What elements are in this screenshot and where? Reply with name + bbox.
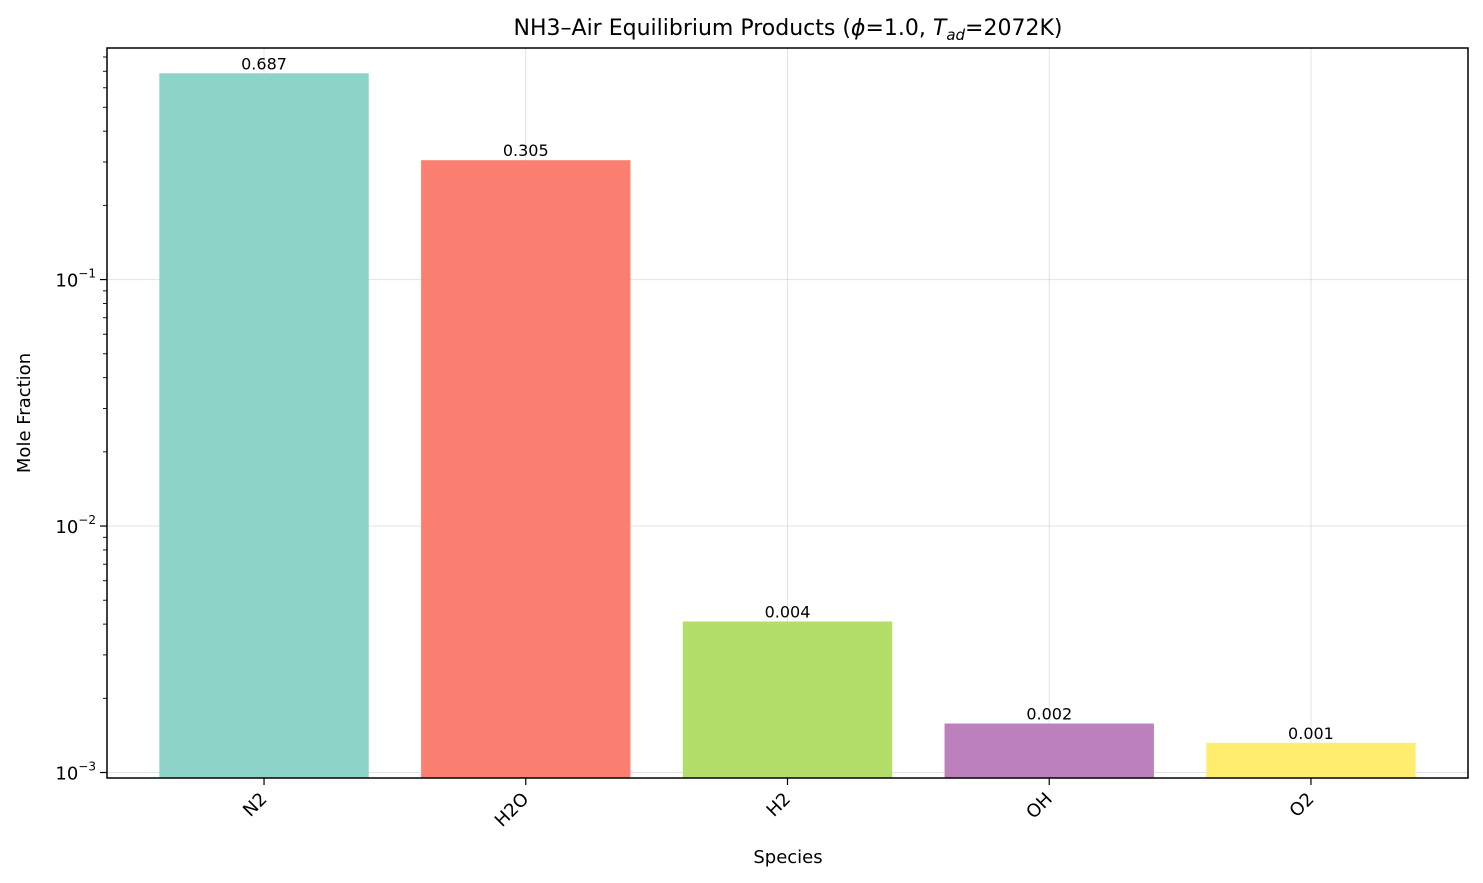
y-tick-label: 10−3 (55, 760, 96, 785)
x-tick-label-h2o: H2O (491, 789, 534, 832)
title-tad-subscript: ad (946, 26, 965, 44)
data-label-h2: 0.004 (765, 602, 811, 621)
x-axis-label: Species (753, 847, 822, 868)
x-tick-label-o2: O2 (1286, 789, 1319, 822)
bars (159, 73, 1416, 779)
x-tick-label-n2: N2 (239, 789, 271, 821)
title-tad-symbol: T (933, 16, 948, 41)
x-tick-label-oh: OH (1022, 789, 1056, 823)
data-labels: 0.687 0.305 0.004 0.002 0.001 (241, 54, 1334, 743)
bar-h2o (421, 160, 631, 779)
title-prefix: NH3–Air Equilibrium Products ( (514, 16, 851, 41)
bar-oh (944, 723, 1154, 778)
title-tad-value: =2072K) (965, 16, 1062, 41)
data-label-n2: 0.687 (241, 54, 287, 73)
y-tick-label: 10−1 (55, 267, 96, 292)
bar-h2 (682, 621, 893, 778)
x-tick-label-h2: H2 (763, 789, 796, 822)
data-label-h2o: 0.305 (503, 141, 549, 160)
data-label-oh: 0.002 (1026, 705, 1072, 724)
x-axis-ticks: N2 H2O H2 OH O2 (239, 778, 1318, 831)
y-axis-ticks: 10−3 10−2 10−1 (55, 56, 107, 785)
title-phi-symbol: ϕ (851, 16, 866, 41)
bar-n2 (159, 73, 369, 778)
y-axis-label: Mole Fraction (14, 353, 35, 473)
data-label-o2: 0.001 (1288, 724, 1334, 743)
title-phi-value: =1.0, (865, 16, 932, 41)
y-tick-label: 10−2 (55, 513, 96, 538)
bar-o2 (1206, 742, 1416, 778)
chart-title: NH3–Air Equilibrium Products (ϕ=1.0, Tad… (514, 16, 1063, 44)
